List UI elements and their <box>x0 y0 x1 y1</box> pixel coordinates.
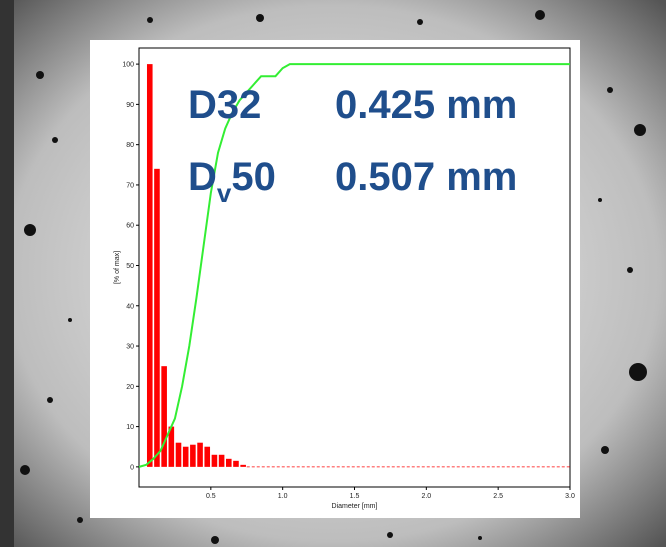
left-edge <box>0 0 14 547</box>
bar <box>218 454 225 467</box>
annotation-label-main: D <box>188 155 217 199</box>
x-tick-label: 2.0 <box>421 493 431 500</box>
x-axis-label: Diameter [mm] <box>332 503 378 510</box>
bar <box>146 64 153 467</box>
bar <box>204 446 211 467</box>
bar <box>154 168 160 467</box>
bar <box>240 464 246 467</box>
y-tick-label: 30 <box>126 344 134 351</box>
y-tick-label: 60 <box>126 223 134 230</box>
bar <box>168 426 175 467</box>
bar <box>211 454 218 467</box>
annotation-value: 0.507 mm <box>335 155 517 199</box>
y-tick-label: 70 <box>126 182 134 189</box>
x-tick-label: 1.5 <box>350 493 360 500</box>
cumulative-line <box>138 63 570 468</box>
y-tick-label: 10 <box>126 424 134 431</box>
x-tick-label: 3.0 <box>565 493 575 500</box>
annotation-label: Dv50 <box>188 155 276 208</box>
y-tick-label: 20 <box>126 384 134 391</box>
annotation-suffix: 50 <box>231 155 276 199</box>
y-tick-label: 80 <box>126 142 134 149</box>
y-axis-label: [% of max] <box>114 251 121 284</box>
x-tick-label: 1.0 <box>278 493 288 500</box>
y-tick-label: 0 <box>130 464 134 471</box>
y-tick-label: 90 <box>126 102 134 109</box>
droplets <box>20 10 647 544</box>
bar <box>197 442 203 467</box>
annotation-label: D32 <box>188 83 261 127</box>
y-tick-label: 40 <box>126 303 134 310</box>
bar <box>182 446 189 467</box>
chart: 0 10 20 30 40 50 60 70 80 90 100 0.5 1.0 1.5 2.0 2.5 3.0… <box>114 47 575 510</box>
annotation-subscript: v <box>217 178 232 208</box>
bar <box>226 458 232 467</box>
y-tick-label: 50 <box>126 263 134 270</box>
y-tick-label: 100 <box>122 62 134 69</box>
annotation-value: 0.425 mm <box>335 83 517 127</box>
bar <box>190 444 196 467</box>
bar <box>161 366 167 467</box>
bar <box>175 442 182 467</box>
bar <box>233 460 239 467</box>
x-tick-label: 2.5 <box>493 493 503 500</box>
x-tick-label: 0.5 <box>206 493 216 500</box>
